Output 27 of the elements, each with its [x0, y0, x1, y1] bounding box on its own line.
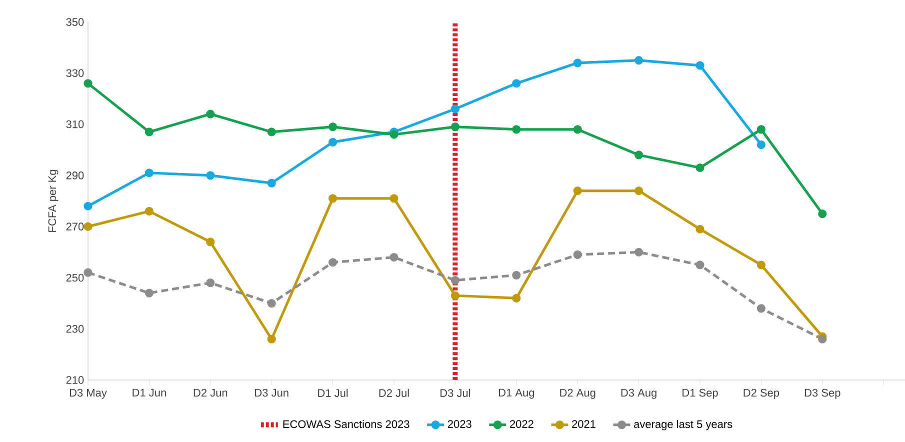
legend-label: average last 5 years	[634, 420, 732, 430]
x-tick-label: D1 Jun	[132, 388, 166, 397]
y-tick-label: 210	[66, 376, 84, 384]
y-tick-label: 250	[66, 274, 84, 282]
x-tick-label: D1 Jul	[318, 388, 348, 397]
legend-label: 2022	[510, 420, 534, 428]
legend-label: 2023	[448, 420, 472, 428]
x-tick-label: D1 Sep	[682, 388, 718, 399]
x-tick-label: D2 Jul	[379, 388, 409, 397]
x-tick-label: D2 Aug	[560, 388, 596, 399]
y-tick-label: 310	[66, 120, 84, 128]
x-tick-label: D1 Aug	[498, 388, 534, 399]
y-tick-label: 290	[66, 172, 84, 180]
x-tick-label: D3 Aug	[621, 388, 656, 399]
x-tick-label: D2 Jun	[194, 388, 228, 397]
x-tick-label: D3 Sep	[804, 388, 840, 399]
y-tick-label: 330	[66, 69, 84, 78]
legend-label: ECOWAS Sanctions 2023	[283, 420, 410, 428]
x-tick-label: D3 May	[70, 388, 107, 399]
y-tick-label: 270	[66, 222, 84, 230]
x-tick-label: D3 Jun	[255, 388, 288, 397]
x-tick-label: D2 Sep	[744, 388, 780, 399]
x-tick-label: D3 Jul	[440, 388, 470, 397]
y-tick-label: 230	[66, 324, 84, 333]
y-axis-title: FCFA per Kg	[48, 170, 58, 232]
y-tick-label: 350	[66, 18, 84, 26]
legend-label: 2021	[572, 420, 596, 428]
